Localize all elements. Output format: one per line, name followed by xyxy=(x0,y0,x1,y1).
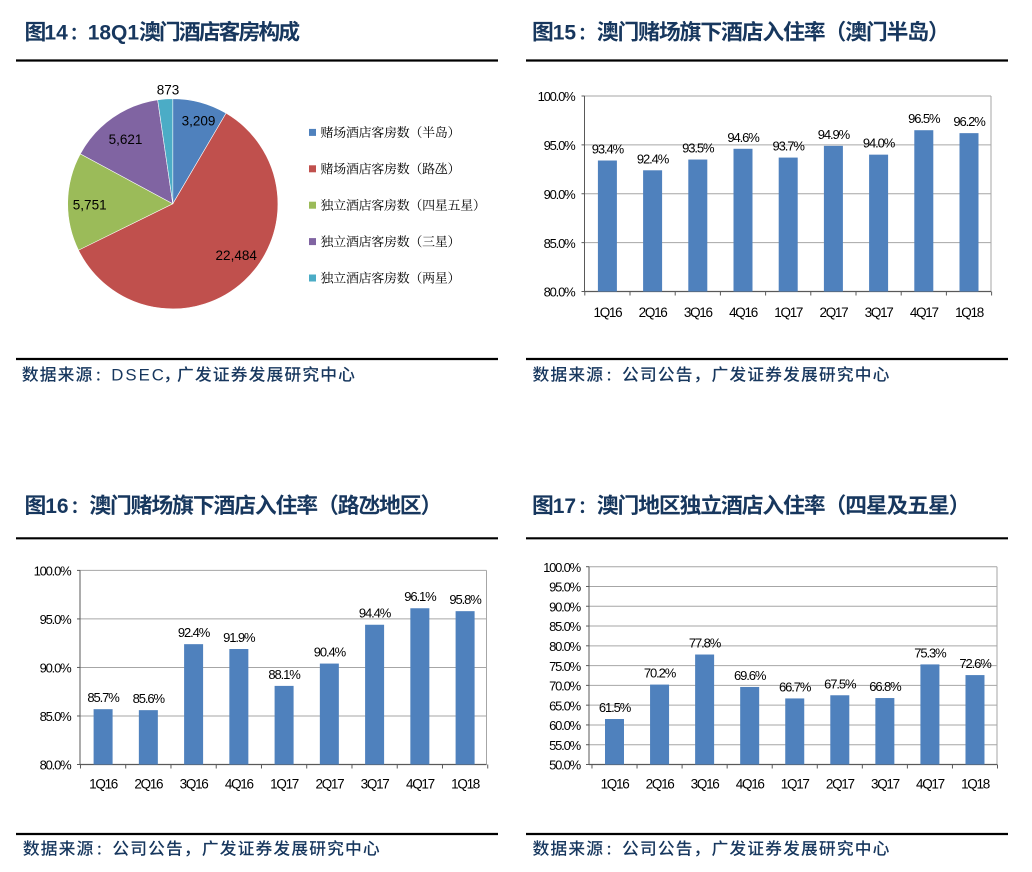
svg-text:92.4%: 92.4% xyxy=(178,625,211,640)
svg-text:3Q17: 3Q17 xyxy=(361,776,390,791)
svg-text:77.8%: 77.8% xyxy=(689,636,722,651)
svg-text:2Q17: 2Q17 xyxy=(315,776,344,791)
svg-text:72.6%: 72.6% xyxy=(959,656,992,671)
svg-text:1Q17: 1Q17 xyxy=(270,776,299,791)
svg-text:2Q16: 2Q16 xyxy=(646,776,675,791)
svg-text:14: 14 xyxy=(44,22,68,45)
svg-text:4Q17: 4Q17 xyxy=(916,776,945,791)
svg-text:22,484: 22,484 xyxy=(216,248,258,263)
svg-text:93.4%: 93.4% xyxy=(592,142,625,157)
svg-text:70.0%: 70.0% xyxy=(549,679,582,694)
svg-text:96.1%: 96.1% xyxy=(404,589,437,604)
svg-text:85.0%: 85.0% xyxy=(544,236,577,251)
svg-text:95.0%: 95.0% xyxy=(40,612,73,627)
svg-text:1Q17: 1Q17 xyxy=(781,776,810,791)
svg-text:94.0%: 94.0% xyxy=(863,136,896,151)
svg-text:2Q17: 2Q17 xyxy=(826,776,855,791)
svg-text:1Q18: 1Q18 xyxy=(955,305,984,320)
svg-text:3Q17: 3Q17 xyxy=(865,305,894,320)
svg-text:5,621: 5,621 xyxy=(109,132,143,147)
svg-text:61.5%: 61.5% xyxy=(599,700,632,715)
svg-text:1Q17: 1Q17 xyxy=(774,305,803,320)
svg-text:60.0%: 60.0% xyxy=(549,718,582,733)
svg-text:4Q17: 4Q17 xyxy=(910,305,939,320)
svg-text:100.0%: 100.0% xyxy=(543,560,582,575)
svg-text:1Q18: 1Q18 xyxy=(961,776,990,791)
svg-text:66.7%: 66.7% xyxy=(779,679,812,694)
svg-text:95.0%: 95.0% xyxy=(544,138,577,153)
svg-text:88.1%: 88.1% xyxy=(268,667,301,682)
svg-text:95.0%: 95.0% xyxy=(549,580,582,595)
svg-text:75.0%: 75.0% xyxy=(549,659,582,674)
svg-text:1Q16: 1Q16 xyxy=(601,776,630,791)
svg-text:17: 17 xyxy=(553,495,576,518)
svg-text:2Q17: 2Q17 xyxy=(819,305,848,320)
svg-text:3Q16: 3Q16 xyxy=(684,305,713,320)
svg-text:80.0%: 80.0% xyxy=(544,285,577,300)
svg-text:91.9%: 91.9% xyxy=(223,630,256,645)
svg-text:4Q16: 4Q16 xyxy=(225,776,254,791)
svg-text:18Q1: 18Q1 xyxy=(88,22,140,45)
svg-text:1Q16: 1Q16 xyxy=(593,305,622,320)
svg-text:1Q16: 1Q16 xyxy=(89,776,118,791)
svg-text:4Q17: 4Q17 xyxy=(406,776,435,791)
svg-text:100.0%: 100.0% xyxy=(34,564,73,579)
svg-text:85.7%: 85.7% xyxy=(87,690,120,705)
svg-text:16: 16 xyxy=(45,495,68,518)
svg-text:5,751: 5,751 xyxy=(73,198,107,213)
svg-text:70.2%: 70.2% xyxy=(644,666,677,681)
svg-text:66.8%: 66.8% xyxy=(869,679,902,694)
svg-text:2Q16: 2Q16 xyxy=(639,305,668,320)
svg-text:85.6%: 85.6% xyxy=(133,691,166,706)
svg-text:75.3%: 75.3% xyxy=(914,645,947,660)
svg-text:90.0%: 90.0% xyxy=(40,661,73,676)
svg-text:94.9%: 94.9% xyxy=(818,127,851,142)
svg-text:3,209: 3,209 xyxy=(182,114,216,129)
svg-text:69.6%: 69.6% xyxy=(734,668,767,683)
svg-text:4Q16: 4Q16 xyxy=(729,305,758,320)
svg-text:85.0%: 85.0% xyxy=(549,619,582,634)
svg-text:55.0%: 55.0% xyxy=(549,738,582,753)
svg-text:4Q16: 4Q16 xyxy=(736,776,765,791)
svg-text:93.7%: 93.7% xyxy=(773,139,806,154)
svg-text:80.0%: 80.0% xyxy=(40,758,73,773)
svg-text:96.5%: 96.5% xyxy=(908,111,941,126)
svg-text:90.0%: 90.0% xyxy=(544,187,577,202)
svg-text:65.0%: 65.0% xyxy=(549,698,582,713)
svg-text:95.8%: 95.8% xyxy=(449,592,482,607)
svg-text:1Q18: 1Q18 xyxy=(451,776,480,791)
svg-text:2Q16: 2Q16 xyxy=(134,776,163,791)
svg-text:92.4%: 92.4% xyxy=(637,151,670,166)
svg-text:67.5%: 67.5% xyxy=(824,676,857,691)
svg-text:94.4%: 94.4% xyxy=(359,606,392,621)
svg-text:DSEC: DSEC xyxy=(111,366,166,385)
svg-text:873: 873 xyxy=(157,83,180,98)
svg-text:90.0%: 90.0% xyxy=(549,600,582,615)
svg-text:96.2%: 96.2% xyxy=(953,114,986,129)
svg-text:3Q16: 3Q16 xyxy=(180,776,209,791)
svg-text:80.0%: 80.0% xyxy=(549,639,582,654)
svg-text:100.0%: 100.0% xyxy=(538,89,577,104)
svg-text:15: 15 xyxy=(553,22,577,45)
svg-text:94.6%: 94.6% xyxy=(727,130,760,145)
svg-text:93.5%: 93.5% xyxy=(682,141,715,156)
svg-text:90.4%: 90.4% xyxy=(314,645,347,660)
svg-text:85.0%: 85.0% xyxy=(40,709,73,724)
svg-text:50.0%: 50.0% xyxy=(549,758,582,773)
svg-text:3Q17: 3Q17 xyxy=(871,776,900,791)
svg-text:3Q16: 3Q16 xyxy=(691,776,720,791)
